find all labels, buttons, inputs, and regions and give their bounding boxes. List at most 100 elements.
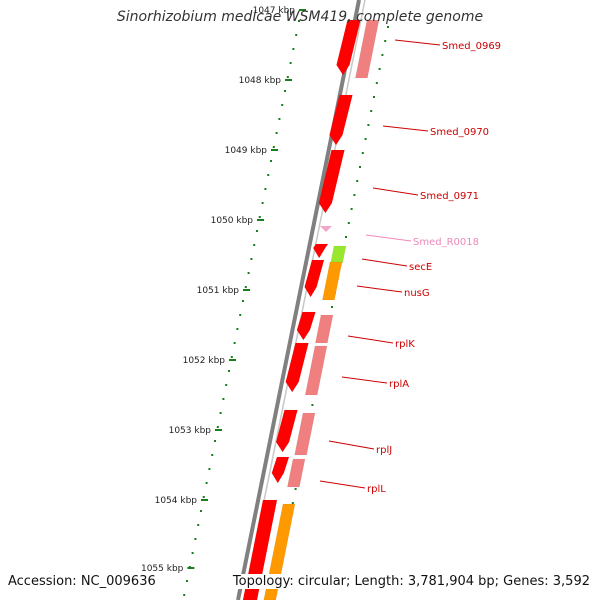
- gene-leader-line: [356, 285, 403, 293]
- tick-label: 1054 kbp: [155, 496, 198, 506]
- tick-dot-left: [261, 202, 264, 204]
- tick-dot-left: [225, 384, 228, 386]
- tick-dot-right: [364, 138, 367, 140]
- tick-dot-left: [286, 76, 289, 78]
- tick-dot-left: [295, 34, 298, 36]
- tick-dot-left: [270, 160, 272, 162]
- tick-labels: 1047 kbp 1048 kbp 1049 kbp 1050 kbp 1051 kbp…: [141, 6, 295, 574]
- tick-dot-right: [384, 40, 387, 42]
- tick-dot-right: [373, 96, 375, 98]
- tick-dot-left: [222, 398, 225, 400]
- tick-dot-left: [191, 552, 194, 554]
- cds-feature-rplk-a: [296, 311, 316, 341]
- tick-dot-left: [211, 454, 214, 456]
- tick-dot-right: [370, 110, 373, 112]
- tick-label: 1049 kbp: [225, 146, 268, 156]
- tick-dot-right: [378, 68, 381, 70]
- tick-label: 1050 kbp: [211, 216, 254, 226]
- tick-dot-left: [208, 468, 211, 470]
- cds-feature-rpla-a: [285, 342, 309, 393]
- tick-dot-left: [250, 258, 253, 260]
- gene-label-rpll: rplL: [367, 484, 386, 495]
- gene-features: [242, 19, 380, 600]
- tick-dot-left: [256, 230, 258, 232]
- tick-dot-left: [275, 132, 278, 134]
- tick-dot-left: [200, 510, 202, 512]
- gene-label-sece: secE: [409, 262, 432, 273]
- gene-label-rplj: rplJ: [376, 445, 392, 456]
- accession-text: Accession: NC_009636: [8, 574, 156, 589]
- gene-leader-line: [341, 376, 388, 384]
- cds-feature-rplj-a: [275, 409, 298, 453]
- cds-feature-rplk: [315, 314, 334, 344]
- tick-dot-left: [236, 328, 239, 330]
- gene-leader-line: [372, 187, 419, 196]
- gene-leader-line: [328, 440, 375, 450]
- tick-dot-left: [233, 342, 236, 344]
- tick-dot-left: [239, 314, 242, 316]
- gene-label-smed-0970: Smed_0970: [430, 127, 489, 138]
- tick-dot-left: [267, 174, 270, 176]
- tick-dot-left: [253, 244, 256, 246]
- gene-labels: Smed_0969 Smed_0970 Smed_0971 Smed_R0018sec…: [367, 41, 501, 495]
- cds-feature-smed0969: [336, 19, 361, 76]
- gene-label-smed-0969: Smed_0969: [442, 41, 501, 52]
- tick-label: 1047 kbp: [253, 6, 296, 16]
- tick-dot-right: [331, 306, 333, 308]
- gene-leader-line: [394, 39, 441, 46]
- tick-dot-left: [258, 216, 261, 218]
- tick-dot-right: [356, 180, 359, 182]
- genome-backbone: [236, 0, 366, 600]
- tick-dot-right: [353, 194, 356, 196]
- tick-dot-right: [387, 26, 389, 28]
- backbone-line-outer: [236, 0, 361, 600]
- cds-feature-nusg: [322, 261, 343, 301]
- tick-dot-left: [216, 426, 219, 428]
- tick-dot-left: [281, 104, 284, 106]
- cds-feature-rplj: [294, 412, 316, 456]
- tick-dot-right: [294, 488, 297, 490]
- tick-dot-left: [242, 300, 244, 302]
- tick-label: 1052 kbp: [183, 356, 226, 366]
- tick-dot-left: [197, 524, 200, 526]
- tick-dot-right: [350, 208, 353, 210]
- gene-label-smed-r0018: Smed_R0018: [413, 237, 479, 248]
- tick-dot-left: [264, 188, 267, 190]
- cds-feature-smed0969-outer: [355, 19, 380, 79]
- tick-dot-left: [244, 286, 247, 288]
- tick-dot-right: [311, 404, 314, 406]
- tick-dot-left: [230, 356, 233, 358]
- tick-dot-left: [278, 118, 281, 120]
- tick-dot-left: [186, 580, 188, 582]
- gene-leader-line: [347, 335, 394, 344]
- tick-label: 1053 kbp: [169, 426, 212, 436]
- tick-dot-left: [247, 272, 250, 274]
- tick-dot-left: [228, 370, 230, 372]
- gene-label-smed-0971: Smed_0971: [420, 191, 479, 202]
- cds-feature-smed0971: [318, 149, 345, 214]
- tick-dot-left: [214, 440, 216, 442]
- gene-leader-line: [361, 258, 408, 267]
- tick-dot-left: [284, 90, 286, 92]
- gene-label-rpla: rplA: [389, 379, 409, 390]
- tick-dot-left: [205, 482, 208, 484]
- gene-leader-line: [382, 125, 429, 132]
- tick-dot-right: [361, 152, 364, 154]
- tick-dot-left: [183, 594, 186, 596]
- gene-leader-line: [365, 234, 412, 242]
- tick-dot-left: [292, 48, 295, 50]
- tick-label: 1055 kbp: [141, 564, 184, 574]
- tick-label: 1048 kbp: [239, 76, 282, 86]
- tick-dot-left: [272, 146, 275, 148]
- cds-feature-rpla: [304, 345, 328, 396]
- tick-dot-right: [291, 502, 294, 504]
- tick-dot-right: [367, 124, 370, 126]
- tick-dot-right: [345, 236, 347, 238]
- tick-dot-right: [375, 82, 378, 84]
- cds-feature-rpll-a: [271, 456, 290, 484]
- tick-label: 1051 kbp: [197, 286, 240, 296]
- tick-dot-left: [194, 538, 197, 540]
- tick-dot-left: [298, 20, 300, 22]
